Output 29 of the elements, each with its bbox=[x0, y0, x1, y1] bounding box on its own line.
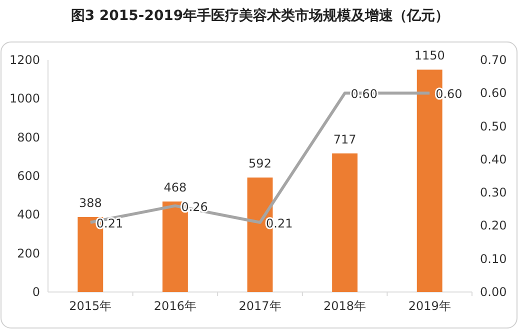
x-tick-label: 2015年 bbox=[69, 299, 112, 313]
y2-tick-label: 0.20 bbox=[480, 218, 507, 233]
y2-tick-label: 0.70 bbox=[480, 53, 507, 67]
data-label: 0.60 bbox=[350, 87, 378, 102]
x-tick-label: 2017年 bbox=[238, 299, 282, 313]
y2-tick-label: 0.00 bbox=[480, 285, 507, 299]
y-tick-label: 0 bbox=[32, 285, 40, 299]
data-label: 717 bbox=[333, 132, 356, 146]
data-label: 388 bbox=[78, 196, 102, 210]
y2-tick-label: 0.40 bbox=[480, 152, 507, 166]
y2-tick-label: 0.50 bbox=[480, 119, 507, 134]
data-label: 1150 bbox=[414, 48, 445, 63]
title: 图3 2015-2019年手医疗美容术类市场规模及增速（亿元） bbox=[70, 8, 450, 24]
y-tick-label: 1000 bbox=[9, 92, 40, 106]
y2-tick-label: 0.10 bbox=[480, 252, 507, 266]
data-label: 0.26 bbox=[181, 200, 208, 214]
y2-tick-label: 0.60 bbox=[480, 86, 507, 100]
y-tick-label: 400 bbox=[17, 208, 40, 222]
y-tick-label: 600 bbox=[17, 169, 40, 183]
data-label: 468 bbox=[164, 180, 187, 195]
x-tick-label: 2016年 bbox=[154, 299, 196, 313]
y-tick-label: 800 bbox=[17, 130, 40, 144]
y2-tick-label: 0.30 bbox=[480, 186, 507, 200]
x-tick-label: 2018年 bbox=[324, 299, 366, 313]
x-tick-label: 2019年 bbox=[408, 299, 451, 313]
bar bbox=[332, 153, 358, 292]
y-tick-label: 1200 bbox=[9, 53, 40, 67]
data-label: 592 bbox=[248, 156, 272, 171]
y-tick-label: 200 bbox=[17, 246, 40, 260]
